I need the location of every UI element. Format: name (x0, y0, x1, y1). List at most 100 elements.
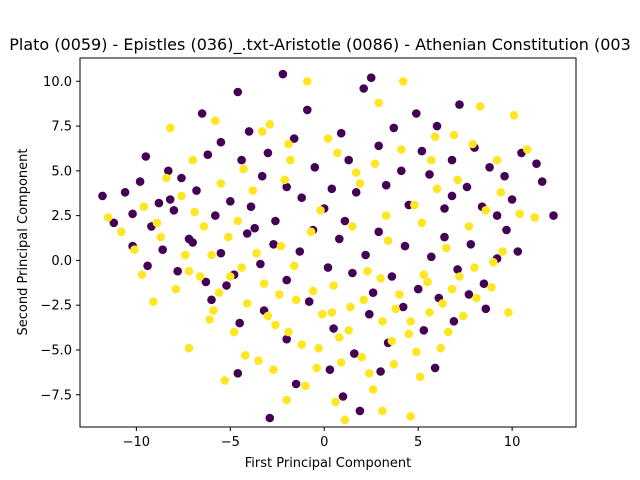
scatter-point (297, 340, 307, 349)
scatter-point (466, 240, 476, 249)
scatter-point (137, 270, 147, 280)
scatter-point (530, 213, 539, 222)
scatter-point (254, 356, 263, 366)
scatter-point (389, 360, 399, 369)
scatter-point (355, 406, 365, 416)
scatter-point (327, 308, 337, 317)
scatter-point (549, 211, 558, 220)
scatter-point (165, 195, 175, 204)
scatter-point (171, 284, 181, 294)
x-axis: −10 −5 0 5 10 (123, 427, 521, 450)
scatter-point (237, 155, 246, 165)
scatter-point (370, 159, 380, 168)
y-tick-label: 0.0 (51, 254, 72, 269)
scatter-point (197, 109, 207, 118)
scatter-point (462, 182, 472, 192)
scatter-point (412, 109, 421, 118)
scatter-point (381, 180, 391, 190)
scatter-point (252, 248, 261, 258)
y-tick-label: −7.5 (40, 388, 72, 403)
scatter-point (440, 204, 449, 213)
scatter-point (365, 309, 374, 319)
scatter-point (216, 137, 226, 147)
scatter-point (391, 304, 400, 314)
scatter-point (359, 295, 369, 305)
scatter-point (398, 77, 408, 86)
scatter-point (289, 261, 299, 271)
scatter-point (415, 372, 425, 382)
scatter-point (464, 290, 474, 299)
x-tick-label: −10 (123, 435, 150, 450)
scatter-point (226, 272, 235, 281)
y-tick-label: −5.0 (40, 343, 72, 358)
scatter-point (216, 248, 226, 258)
scatter-point (222, 281, 231, 290)
scatter-point (359, 84, 369, 93)
scatter-point (312, 363, 322, 373)
scatter-point (314, 343, 323, 353)
scatter-point (323, 263, 333, 272)
scatter-point (455, 100, 464, 109)
scatter-point (427, 252, 436, 262)
scatter-point (366, 73, 376, 82)
scatter-point (316, 206, 325, 215)
scatter-point (130, 245, 139, 254)
scatter-point (481, 304, 491, 314)
scatter-point (284, 327, 293, 337)
scatter-point (143, 261, 152, 271)
scatter-point (447, 191, 457, 201)
scatter-point (184, 343, 194, 353)
scatter-point (289, 134, 299, 143)
scatter-point (256, 259, 265, 269)
scatter-point (308, 286, 318, 296)
scatter-point (226, 197, 235, 206)
scatter-point (269, 240, 278, 249)
scatter-point (475, 102, 485, 111)
scatter-point (220, 376, 229, 385)
scatter-point (282, 182, 292, 192)
scatter-point (351, 188, 361, 197)
scatter-point (248, 186, 258, 195)
scatter-point (442, 243, 451, 253)
scatter-point (417, 146, 427, 156)
scatter-point (269, 365, 278, 375)
scatter-point (344, 326, 354, 335)
scatter-point (348, 268, 357, 278)
scatter-point (350, 349, 359, 358)
scatter-point (481, 206, 491, 215)
scatter-point (468, 139, 478, 149)
scatter-point (365, 369, 374, 378)
scatter-point (203, 150, 213, 159)
scatter-point (376, 274, 385, 283)
scatter-point (427, 155, 436, 165)
scatter-point (331, 397, 340, 407)
scatter-point (397, 166, 406, 176)
scatter-point (413, 284, 423, 294)
scatter-point (304, 297, 314, 306)
scatter-point (387, 272, 397, 281)
x-tick-label: 10 (504, 435, 521, 450)
x-tick-label: 5 (414, 435, 422, 450)
scatter-point (214, 288, 224, 298)
scatter-point (154, 198, 164, 208)
scatter-point (447, 155, 457, 165)
scatter-point (498, 247, 508, 256)
scatter-point (323, 134, 333, 143)
y-axis: −7.5 −5.0 −2.5 0.0 2.5 5.0 7.5 10.0 (40, 75, 80, 403)
scatter-point (412, 347, 421, 357)
scatter-point (205, 315, 214, 324)
scatter-point (335, 333, 344, 342)
scatter-point (404, 329, 414, 339)
scatter-point (98, 191, 107, 201)
scatter-point (109, 218, 119, 228)
scatter-point (389, 123, 399, 133)
scatter-point (374, 141, 384, 151)
scatter-point (440, 232, 449, 242)
y-tick-label: −2.5 (40, 299, 72, 314)
scatter-point (257, 171, 267, 181)
scatter-point (368, 385, 378, 394)
scatter-point (233, 87, 243, 97)
scatter-point (502, 225, 511, 235)
scatter-point (201, 277, 211, 287)
